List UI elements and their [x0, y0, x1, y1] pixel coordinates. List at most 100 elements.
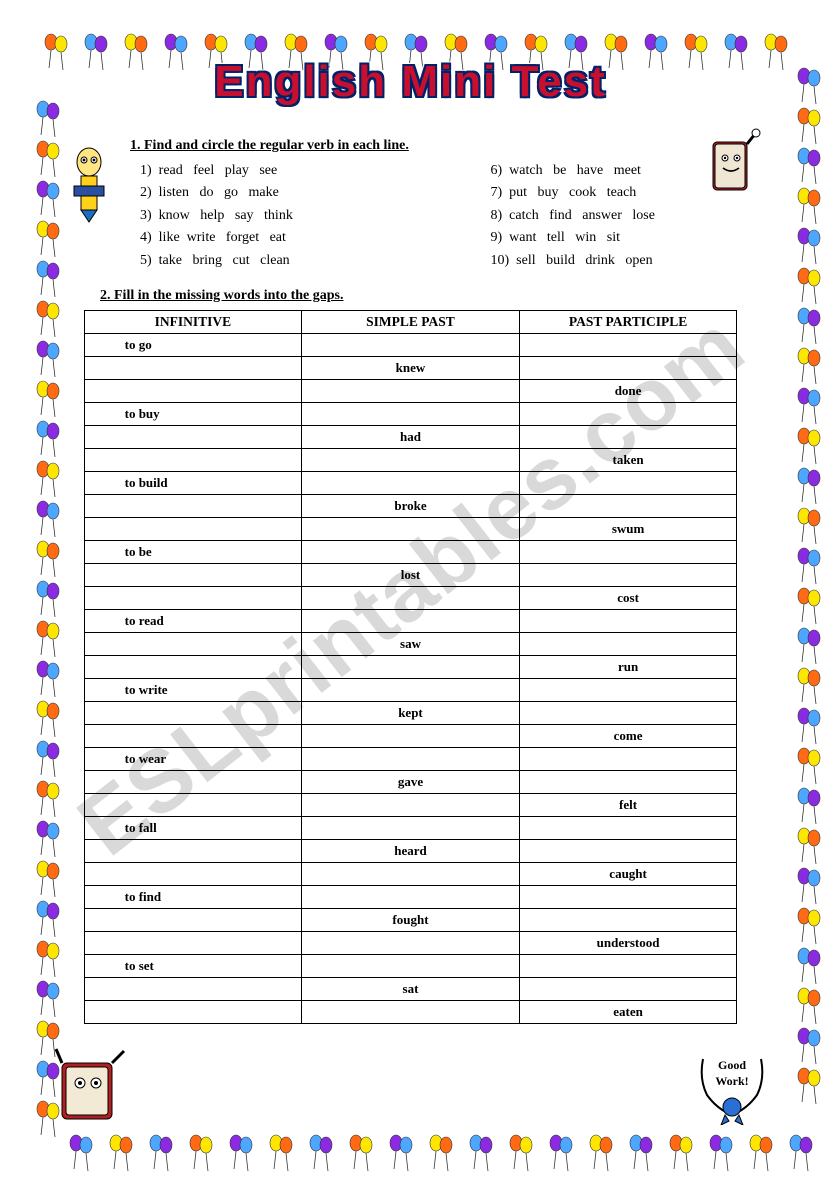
cell-past-participle	[519, 954, 737, 977]
balloon-icon	[267, 1133, 295, 1173]
balloon-icon	[762, 32, 790, 72]
balloon-icon	[747, 1133, 775, 1173]
cell-simple-past	[302, 655, 520, 678]
balloon-icon	[34, 499, 62, 539]
table-row: caught	[84, 862, 737, 885]
table-header-row: INFINITIVE SIMPLE PAST PAST PARTICIPLE	[84, 310, 737, 333]
q1-line: 2) listen do go make	[140, 182, 401, 204]
cell-past-participle	[519, 816, 737, 839]
table-row: run	[84, 655, 737, 678]
balloon-icon	[227, 1133, 255, 1173]
cell-past-participle	[519, 632, 737, 655]
cell-infinitive	[84, 632, 302, 655]
balloon-icon	[147, 1133, 175, 1173]
cell-infinitive: to be	[84, 540, 302, 563]
balloon-icon	[34, 219, 62, 259]
balloon-icon	[547, 1133, 575, 1173]
cell-infinitive	[84, 425, 302, 448]
table-row: to buy	[84, 402, 737, 425]
balloon-icon	[795, 466, 821, 506]
table-row: taken	[84, 448, 737, 471]
table-row: to write	[84, 678, 737, 701]
balloon-icon	[34, 939, 62, 979]
cell-simple-past	[302, 609, 520, 632]
cell-past-participle: taken	[519, 448, 737, 471]
table-row: done	[84, 379, 737, 402]
table-row: had	[84, 425, 737, 448]
cell-infinitive: to write	[84, 678, 302, 701]
cell-simple-past	[302, 931, 520, 954]
svg-text:Good: Good	[718, 1058, 746, 1072]
balloon-icon	[34, 179, 62, 219]
cell-infinitive	[84, 770, 302, 793]
cell-infinitive	[84, 494, 302, 517]
cell-simple-past	[302, 379, 520, 402]
q1-line: 8) catch find answer lose	[491, 205, 752, 227]
balloon-icon	[34, 539, 62, 579]
cell-infinitive: to find	[84, 885, 302, 908]
cell-simple-past	[302, 862, 520, 885]
balloon-icon	[707, 1133, 735, 1173]
cell-infinitive: to go	[84, 333, 302, 356]
balloon-icon	[34, 859, 62, 899]
cell-past-participle	[519, 333, 737, 356]
balloon-icon	[34, 979, 62, 1019]
balloon-icon	[795, 66, 821, 106]
table-row: eaten	[84, 1000, 737, 1023]
balloon-icon	[795, 586, 821, 626]
table-row: heard	[84, 839, 737, 862]
cell-infinitive	[84, 448, 302, 471]
worksheet-page: ESLprintables.com GoodWork! English Mini…	[0, 0, 821, 1169]
table-row: felt	[84, 793, 737, 816]
content-area: English Mini Test 1. Find and circle the…	[70, 60, 751, 1109]
balloon-icon	[42, 32, 70, 72]
balloon-icon	[467, 1133, 495, 1173]
cell-past-participle	[519, 563, 737, 586]
balloon-icon	[627, 1133, 655, 1173]
table-row: gave	[84, 770, 737, 793]
table-row: to read	[84, 609, 737, 632]
balloon-icon	[795, 666, 821, 706]
balloon-icon	[795, 986, 821, 1026]
cell-simple-past: gave	[302, 770, 520, 793]
table-row: kept	[84, 701, 737, 724]
cell-past-participle	[519, 494, 737, 517]
cell-infinitive	[84, 517, 302, 540]
cell-past-participle	[519, 885, 737, 908]
section1-body: 1) read feel play see2) listen do go mak…	[70, 160, 751, 282]
table-row: swum	[84, 517, 737, 540]
q1-line: 10) sell build drink open	[491, 250, 752, 272]
verb-table: INFINITIVE SIMPLE PAST PAST PARTICIPLE t…	[84, 310, 738, 1024]
table-row: to be	[84, 540, 737, 563]
col-past-participle: PAST PARTICIPLE	[519, 310, 737, 333]
col-infinitive: INFINITIVE	[84, 310, 302, 333]
balloon-icon	[795, 106, 821, 146]
balloon-icon	[107, 1133, 135, 1173]
balloon-icon	[34, 579, 62, 619]
q1-line: 5) take bring cut clean	[140, 250, 401, 272]
balloon-icon	[795, 506, 821, 546]
worksheet-title: English Mini Test	[70, 60, 751, 124]
balloon-icon	[34, 699, 62, 739]
table-row: come	[84, 724, 737, 747]
q1-line: 3) know help say think	[140, 205, 401, 227]
balloon-icon	[795, 1026, 821, 1066]
table-row: to go	[84, 333, 737, 356]
cell-infinitive	[84, 908, 302, 931]
cell-past-participle	[519, 770, 737, 793]
balloon-icon	[795, 146, 821, 186]
col-simple-past: SIMPLE PAST	[302, 310, 520, 333]
balloon-icon	[795, 186, 821, 226]
table-row: fought	[84, 908, 737, 931]
q1-line: 9) want tell win sit	[491, 227, 752, 249]
cell-simple-past: kept	[302, 701, 520, 724]
cell-past-participle: caught	[519, 862, 737, 885]
balloon-icon	[795, 906, 821, 946]
cell-simple-past	[302, 816, 520, 839]
balloon-icon	[347, 1133, 375, 1173]
balloon-icon	[795, 786, 821, 826]
cell-past-participle	[519, 425, 737, 448]
cell-infinitive	[84, 701, 302, 724]
balloon-icon	[507, 1133, 535, 1173]
table-row: knew	[84, 356, 737, 379]
